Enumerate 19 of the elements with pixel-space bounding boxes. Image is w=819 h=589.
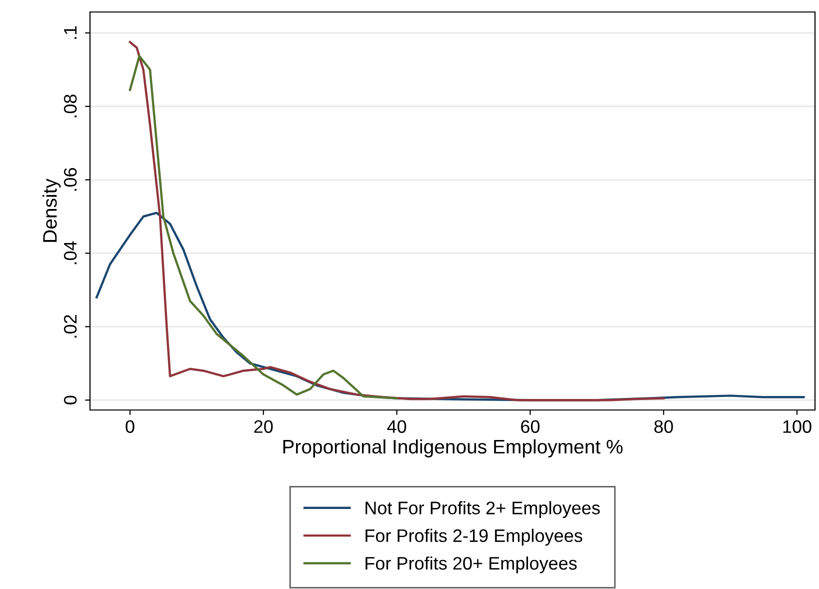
legend-label: For Profits 2-19 Employees [366,528,582,546]
y-tick-label: 0 [64,396,77,404]
x-tick-label: 60 [521,420,540,433]
y-axis-title: Density [42,178,61,242]
x-tick-label: 20 [254,420,273,433]
y-tick-label: .1 [64,26,77,39]
line-series [128,40,665,402]
x-tick-label: 100 [783,420,812,433]
line-series [128,54,398,400]
legend-label: For Profits 20+ Employees [366,556,577,574]
x-tick-label: 40 [387,420,406,433]
y-tick-label: .04 [64,241,77,264]
x-axis-title: Proportional Indigenous Employment % [283,439,623,458]
y-tick-label: .06 [64,168,77,191]
x-tick-label: 0 [126,420,134,433]
legend-label: Not For Profits 2+ Employees [366,501,600,518]
x-tick-label: 80 [654,420,673,433]
y-tick-label: .02 [64,315,77,338]
y-tick-label: .08 [64,94,77,118]
